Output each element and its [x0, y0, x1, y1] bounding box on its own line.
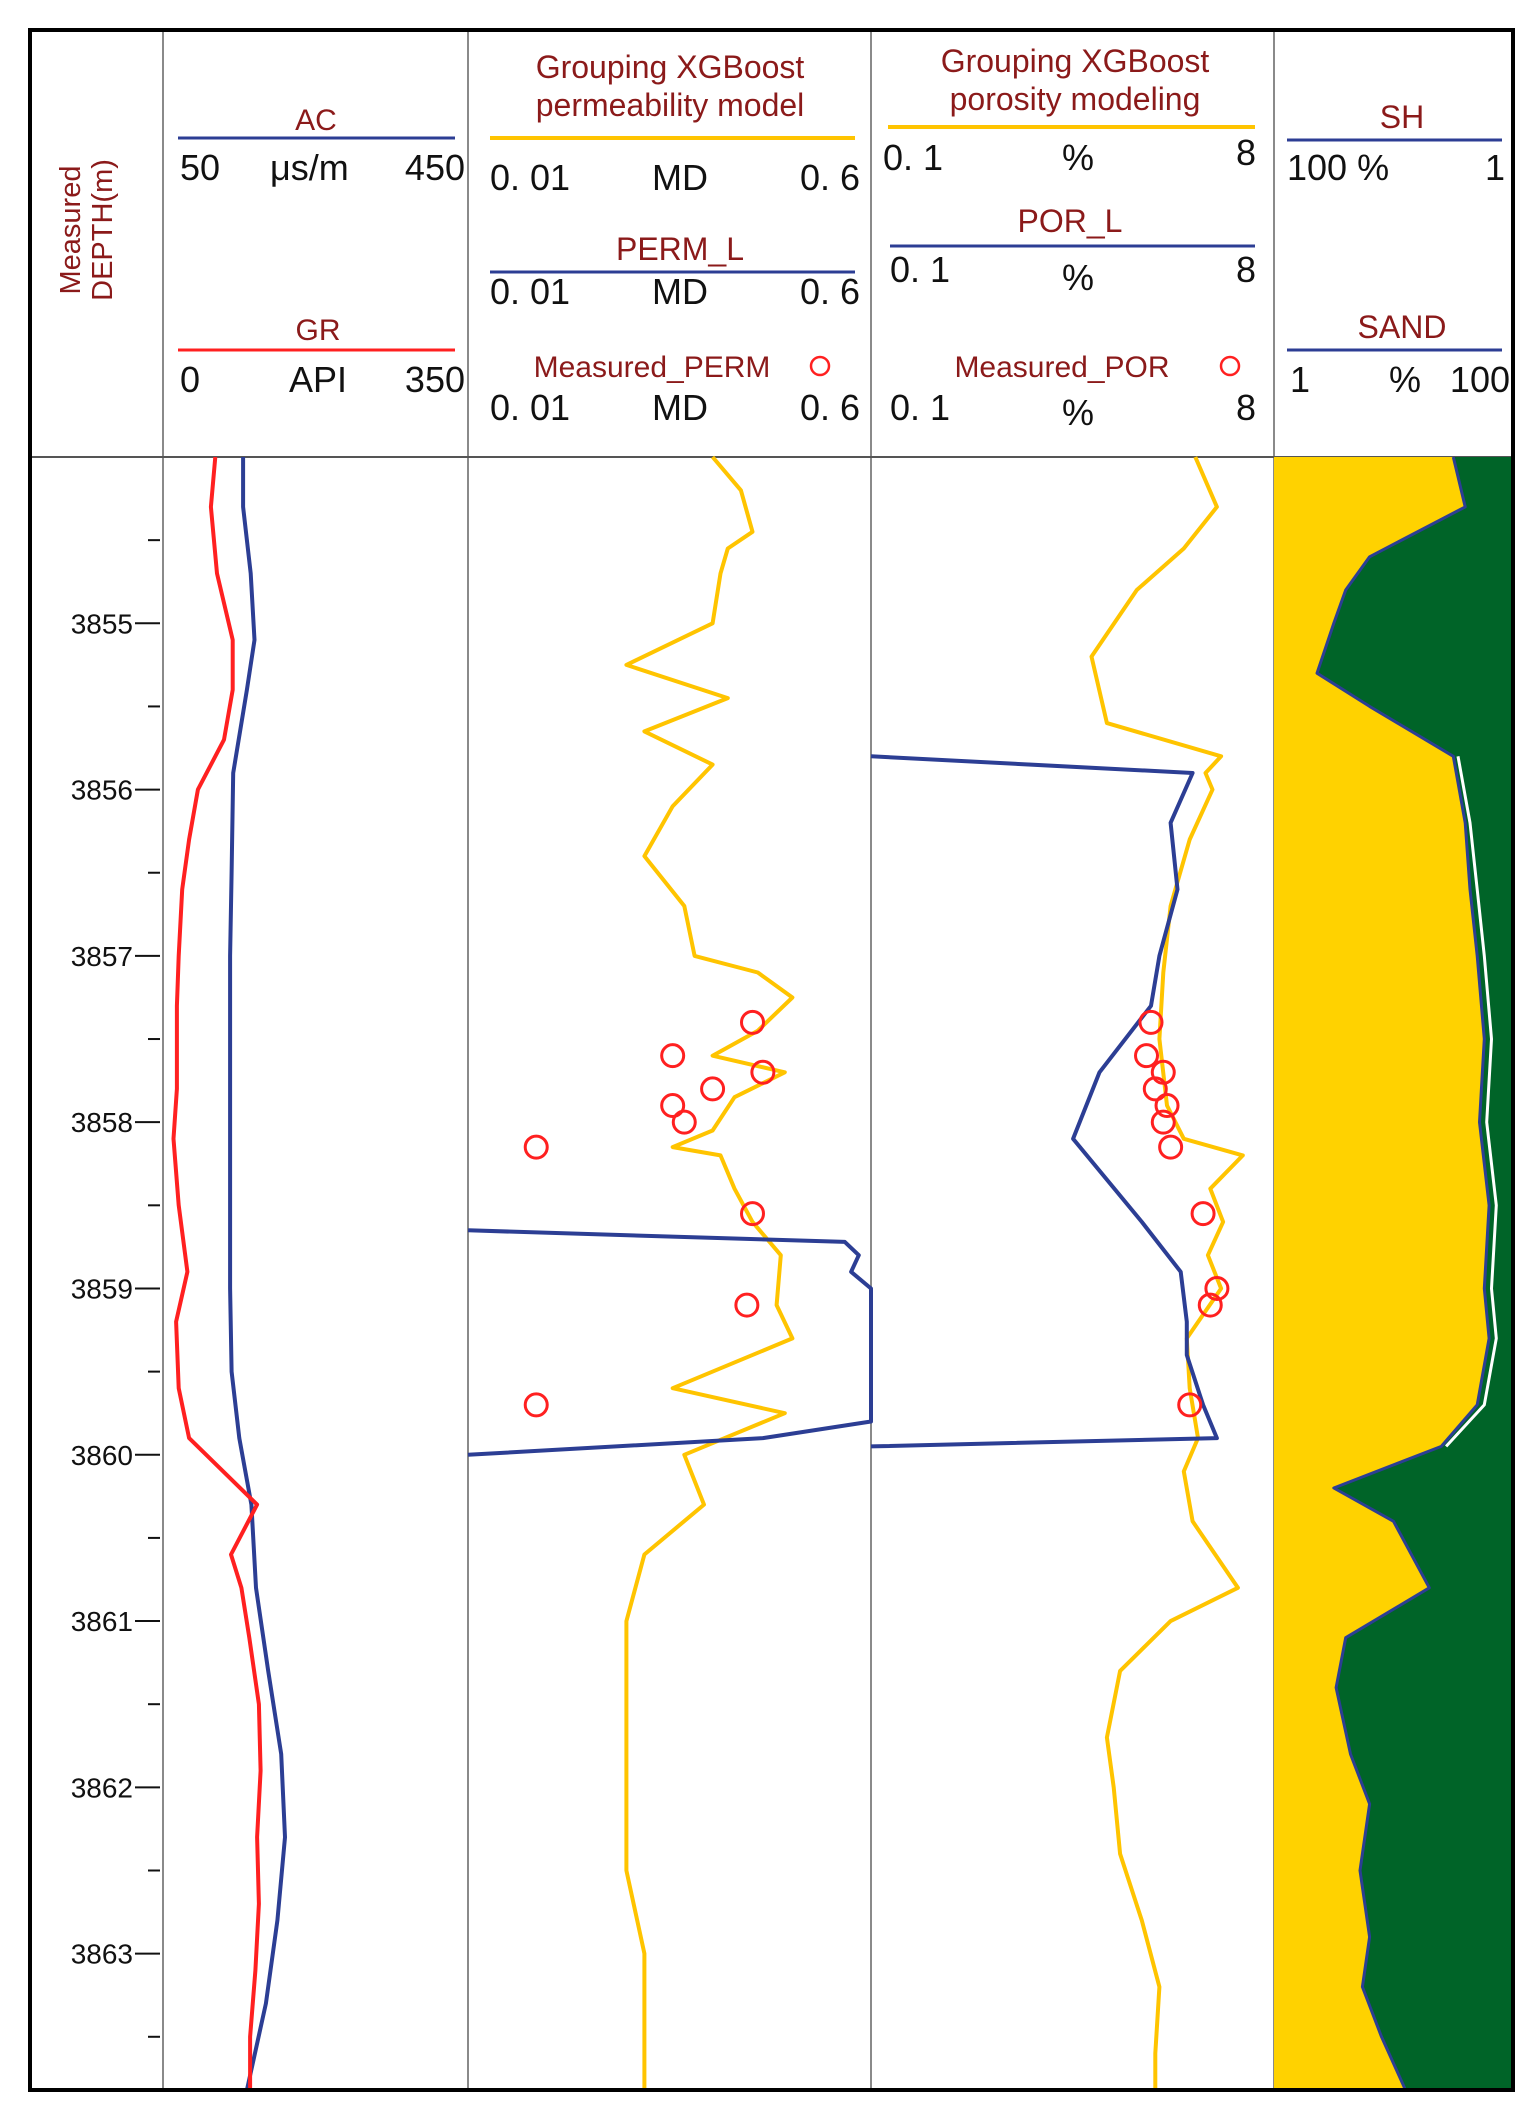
depth-tick-label: 3861 — [71, 1606, 133, 1637]
outer-frame — [28, 28, 1515, 2092]
measured-perm-point — [750, 1059, 776, 1085]
por-model-title-line2: porosity modeling — [950, 81, 1201, 117]
por-l-unit-label: % — [1062, 257, 1094, 298]
sand-shale-boundary — [1315, 456, 1491, 2091]
perm-l-min-label: 0. 01 — [490, 271, 570, 312]
measured-perm-point — [523, 1392, 549, 1418]
perm-model-curve — [624, 455, 795, 2090]
track-headers: MeasuredDEPTH(m) AC 50 μs/m 450 GR 0 API 350 Grou… — [55, 43, 1510, 433]
sh-min-label: 100 % — [1287, 147, 1389, 188]
perm-model-unit-label: MD — [652, 157, 708, 198]
measured-por-point — [1138, 1009, 1164, 1035]
measured-perm-min-label: 0. 01 — [490, 387, 570, 428]
sand-max-label: 100 — [1450, 359, 1510, 400]
measured-por-point — [1150, 1109, 1176, 1135]
plot-area: 3855 3856 3857 3858 3859 3860 3861 3862 3863 — [71, 455, 1513, 2091]
ac-curve-title: AC — [295, 104, 337, 137]
measured-perm-point — [523, 1134, 549, 1160]
measured-por-point — [1158, 1134, 1184, 1160]
gr-curve — [171, 456, 263, 2090]
measured-perm-point — [660, 1043, 686, 1069]
ac-unit-label: μs/m — [270, 147, 349, 188]
measured-por-point — [1190, 1201, 1216, 1227]
measured-por-point — [1197, 1292, 1223, 1318]
sand-white-curve — [1444, 756, 1498, 1448]
sh-max-label: 1 — [1485, 147, 1505, 188]
sand-fill — [1274, 457, 1490, 2090]
gr-max-label: 350 — [405, 359, 465, 400]
measured-perm-point — [671, 1109, 697, 1135]
perm-l-curve — [467, 1228, 873, 1457]
measured-perm-point — [734, 1292, 760, 1318]
measured-por-point — [1177, 1392, 1203, 1418]
perm-model-min-label: 0. 01 — [490, 157, 570, 198]
measured-por-max-label: 8 — [1236, 387, 1256, 428]
sh-title: SH — [1380, 99, 1424, 135]
depth-tick-label: 3857 — [71, 941, 133, 972]
depth-tick-label: 3855 — [71, 608, 133, 639]
measured-por-point — [1204, 1275, 1230, 1301]
chart-border — [28, 28, 1515, 2092]
measured-por-title: Measured_POR — [954, 351, 1169, 384]
por-model-min-label: 0. 1 — [883, 137, 943, 178]
measured-perm-point — [660, 1093, 686, 1119]
measured-perm-point — [700, 1076, 726, 1102]
measured-por-legend-marker — [1219, 355, 1241, 377]
perm-model-title-line2: permeability model — [536, 87, 805, 123]
measured-perm-max-label: 0. 6 — [800, 387, 860, 428]
measured-por-min-label: 0. 1 — [890, 387, 950, 428]
perm-l-unit-label: MD — [652, 271, 708, 312]
sand-title: SAND — [1358, 309, 1447, 345]
sand-unit-label: % — [1389, 359, 1421, 400]
por-model-title-line1: Grouping XGBoost — [941, 43, 1210, 79]
perm-model-title-line1: Grouping XGBoost — [536, 49, 805, 85]
depth-tick-label: 3860 — [71, 1440, 133, 1471]
por-model-max-label: 8 — [1236, 132, 1256, 173]
por-l-min-label: 0. 1 — [890, 249, 950, 290]
perm-l-title: PERM_L — [616, 231, 744, 267]
measured-perm-legend-marker — [809, 355, 831, 377]
por-model-unit-label: % — [1062, 137, 1094, 178]
perm-l-max-label: 0. 6 — [800, 271, 860, 312]
measured-perm-title: Measured_PERM — [534, 351, 771, 384]
measured-por-point — [1154, 1093, 1180, 1119]
depth-tick-label: 3863 — [71, 1939, 133, 1970]
por-l-title: POR_L — [1018, 203, 1123, 239]
gr-curve-title: GR — [296, 314, 341, 347]
depth-tick-label: 3856 — [71, 775, 133, 806]
depth-tick-label: 3862 — [71, 1772, 133, 1803]
depth-tick-label: 3858 — [71, 1107, 133, 1138]
measured-por-unit-label: % — [1062, 392, 1094, 433]
por-model-curve — [1089, 456, 1245, 2090]
perm-model-max-label: 0. 6 — [800, 157, 860, 198]
ac-max-label: 450 — [405, 147, 465, 188]
ac-curve — [228, 457, 287, 2091]
measured-perm-point — [739, 1201, 765, 1227]
depth-axis-label: MeasuredDEPTH(m) — [55, 159, 119, 301]
measured-perm-unit-label: MD — [652, 387, 708, 428]
depth-tick-label: 3859 — [71, 1273, 133, 1304]
sand-min-label: 1 — [1290, 359, 1310, 400]
measured-por-point — [1134, 1043, 1160, 1069]
measured-por-point — [1142, 1076, 1168, 1102]
measured-perm-point — [739, 1009, 765, 1035]
por-l-max-label: 8 — [1236, 249, 1256, 290]
por-l-curve — [870, 754, 1219, 1449]
gr-unit-label: API — [289, 359, 347, 400]
ac-min-label: 50 — [180, 147, 220, 188]
gr-min-label: 0 — [180, 359, 200, 400]
